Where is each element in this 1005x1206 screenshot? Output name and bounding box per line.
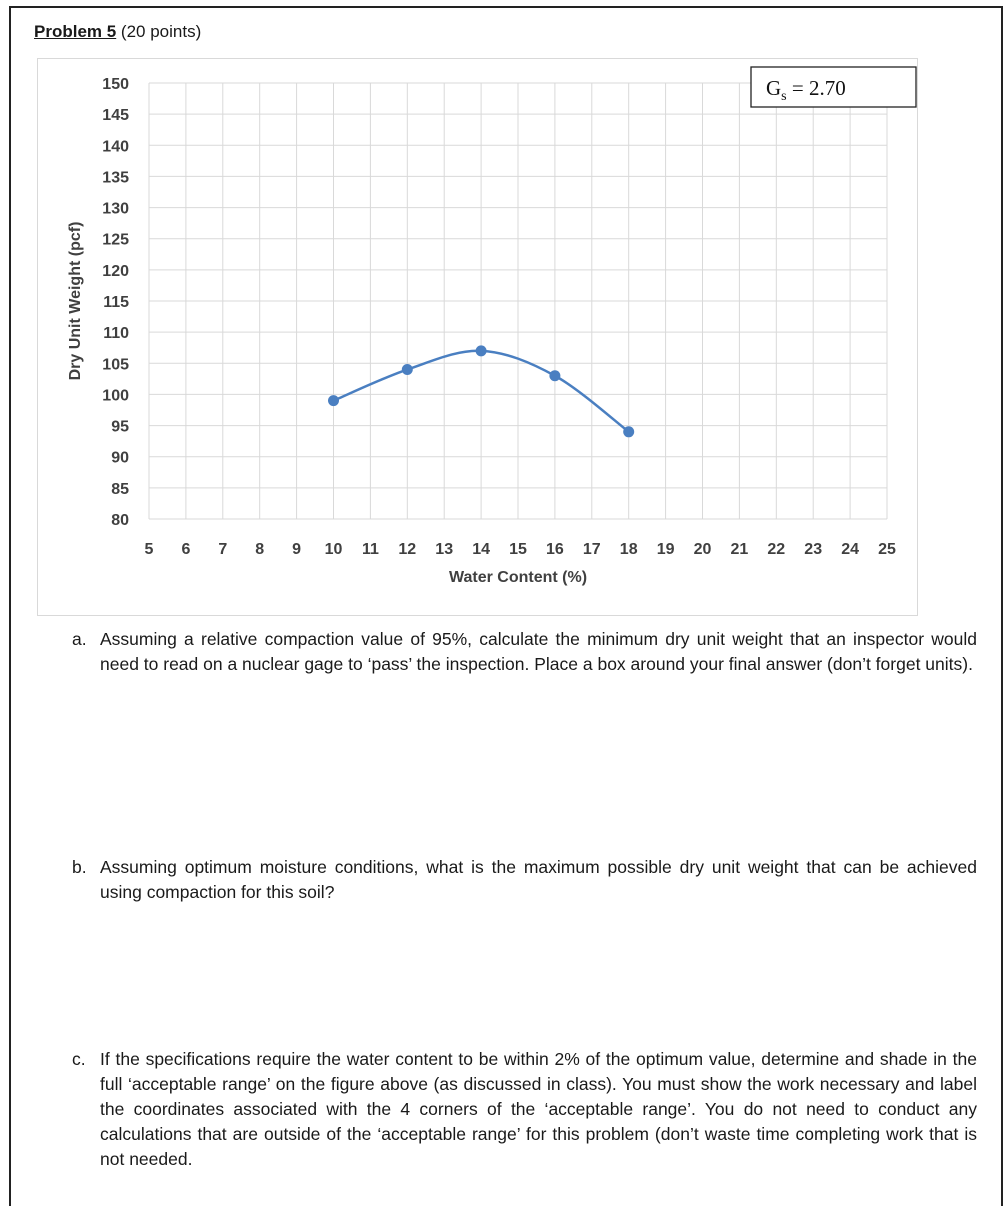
question-letter: a.: [72, 629, 87, 649]
x-tick-label: 23: [804, 541, 822, 558]
question-text: Assuming optimum moisture conditions, wh…: [100, 857, 977, 902]
x-tick-label: 6: [181, 541, 190, 558]
x-axis-label: Water Content (%): [449, 569, 587, 586]
x-tick-label: 25: [878, 541, 896, 558]
x-tick-label: 9: [292, 541, 301, 558]
y-tick-label: 110: [103, 325, 129, 342]
y-axis-label: Dry Unit Weight (pcf): [67, 222, 84, 381]
y-tick-label: 90: [111, 450, 129, 467]
data-point: [401, 364, 413, 376]
y-tick-label: 80: [111, 512, 129, 529]
data-point: [549, 370, 561, 382]
y-tick-label: 115: [103, 294, 129, 311]
question-text: If the specifications require the water …: [100, 1049, 977, 1169]
problem-points: (20 points): [116, 22, 202, 41]
data-point: [475, 345, 487, 357]
x-tick-label: 21: [731, 541, 749, 558]
x-tick-label: 5: [145, 541, 154, 558]
y-tick-label: 140: [102, 138, 129, 155]
question-letter: b.: [72, 857, 87, 877]
y-tick-label: 135: [102, 169, 129, 186]
x-tick-label: 19: [657, 541, 675, 558]
y-tick-label: 130: [102, 201, 129, 218]
x-tick-label: 20: [694, 541, 712, 558]
compaction-chart: 80 85 90 95 100 105 110 115 120 125 130 135 140 145 15…: [37, 58, 918, 616]
x-tick-label: 15: [509, 541, 527, 558]
x-tick-label: 18: [620, 541, 638, 558]
x-tick-label: 8: [255, 541, 264, 558]
question-c: c. If the specifications require the wat…: [72, 1047, 977, 1197]
data-point: [328, 395, 339, 407]
y-tick-label: 95: [111, 419, 129, 436]
x-tick-label: 12: [398, 541, 416, 558]
x-tick-label: 10: [325, 541, 343, 558]
question-a: a. Assuming a relative compaction value …: [72, 627, 977, 707]
problem-heading: Problem 5 (20 points): [34, 22, 201, 42]
question-b: b. Assuming optimum moisture conditions,…: [72, 855, 977, 910]
gs-annotation-box: [750, 66, 917, 108]
x-tick-label: 24: [841, 541, 859, 558]
x-tick-label: 16: [546, 541, 564, 558]
question-text: Assuming a relative compaction value of …: [100, 629, 977, 674]
y-tick-label: 105: [102, 356, 129, 373]
y-tick-label: 150: [102, 76, 129, 93]
problem-label: Problem 5: [34, 22, 117, 41]
y-tick-label: 120: [102, 263, 129, 280]
x-tick-label: 11: [362, 541, 379, 558]
gs-annotation: Gs = 2.70: [766, 76, 846, 104]
y-tick-label: 125: [102, 232, 129, 249]
y-tick-label: 85: [111, 481, 129, 498]
data-point: [623, 426, 635, 438]
y-tick-label: 100: [102, 387, 129, 404]
question-letter: c.: [72, 1049, 86, 1069]
x-tick-label: 13: [435, 541, 453, 558]
page-border: [9, 6, 1003, 1206]
x-tick-label: 22: [767, 541, 785, 558]
x-tick-label: 14: [472, 541, 490, 558]
x-tick-label: 17: [583, 541, 601, 558]
x-tick-label: 7: [218, 541, 227, 558]
y-tick-label: 145: [102, 107, 129, 124]
chart-canvas: 8085909510010511011512012513013514014515…: [67, 66, 917, 586]
